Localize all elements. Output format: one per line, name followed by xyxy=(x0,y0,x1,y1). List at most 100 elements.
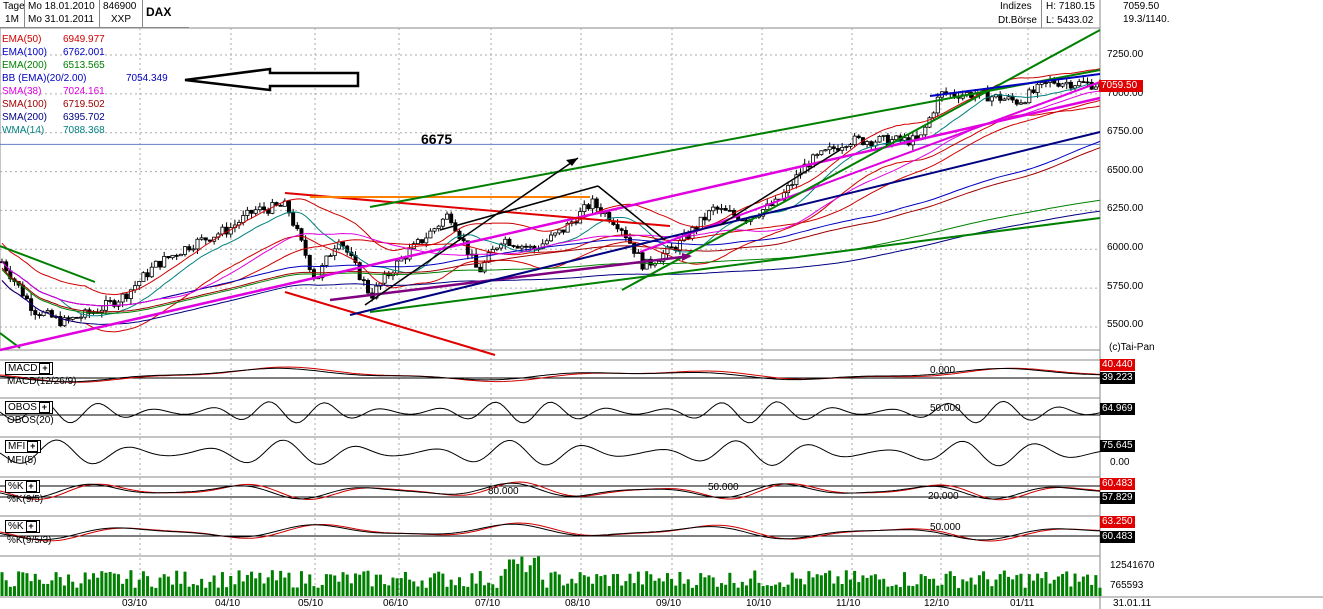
candle-body xyxy=(1056,82,1061,87)
indicator-value: 6395.702 xyxy=(63,112,105,123)
volume-bar xyxy=(67,574,71,596)
indicator-name: SMA(200) xyxy=(2,112,48,123)
candle-body xyxy=(1014,99,1019,105)
volume-bar xyxy=(158,577,162,596)
volume-bar xyxy=(977,575,981,596)
volume-bar xyxy=(0,572,4,596)
indicator-name: EMA(50) xyxy=(2,34,42,45)
volume-bar xyxy=(952,576,956,596)
volume-bar xyxy=(204,587,208,596)
stoch1-panel-label[interactable]: %K + xyxy=(5,480,40,494)
stoch2-panel-label[interactable]: %K + xyxy=(5,520,40,534)
date-tick: 07/10 xyxy=(475,598,501,609)
indicator-5[interactable]: SMA(100) 6719.502 xyxy=(2,98,105,111)
candle-body xyxy=(623,230,628,239)
candle-body xyxy=(440,218,445,227)
indicator-3[interactable]: BB (EMA)(20/2.00) 7054.349 xyxy=(2,72,168,85)
volume-bar xyxy=(150,586,154,596)
arrow-head-1 xyxy=(566,158,578,166)
candle-body xyxy=(432,228,437,232)
volume-bar xyxy=(1031,580,1035,596)
candle-body xyxy=(823,149,828,152)
volume-bar xyxy=(453,585,457,596)
volume-bar xyxy=(499,575,503,596)
indicator-value: 7088.368 xyxy=(63,125,105,136)
volume-bar xyxy=(720,583,724,596)
candle-body xyxy=(74,316,79,319)
mfi-panel-label[interactable]: MFI + xyxy=(5,440,42,454)
volume-bar xyxy=(932,578,936,596)
period-cell[interactable]: Tage 1M xyxy=(0,0,25,28)
obos-panel-label[interactable]: OBOS + xyxy=(5,401,53,415)
volume-bar xyxy=(258,572,262,596)
obos-add-icon[interactable]: + xyxy=(38,402,50,413)
volume-bar xyxy=(903,572,907,596)
candle-body xyxy=(694,227,699,230)
volume-bar xyxy=(295,587,299,596)
volume-bar xyxy=(878,579,882,596)
indicator-4[interactable]: SMA(38) 7024.161 xyxy=(2,85,105,98)
volume-bar xyxy=(195,585,199,596)
volume-bar xyxy=(699,573,703,596)
candle-body xyxy=(1018,102,1023,105)
volume-bar xyxy=(225,587,229,596)
volume-bar xyxy=(162,574,166,596)
volume-bar xyxy=(308,574,312,596)
wkn-cell: 846900 XXP xyxy=(100,0,143,28)
ema50-line xyxy=(1,99,1101,307)
candle-body xyxy=(70,316,75,320)
indicator-2[interactable]: EMA(200) 6513.565 xyxy=(2,59,105,72)
volume-bar xyxy=(541,579,545,596)
candle-body xyxy=(519,245,524,249)
candle-body xyxy=(62,317,67,327)
volume-bar xyxy=(470,573,474,596)
volume-bar xyxy=(686,579,690,596)
candle-body xyxy=(565,222,570,233)
candle-body xyxy=(365,280,370,294)
stoch1-add-icon[interactable]: + xyxy=(25,481,37,492)
volume-bar xyxy=(765,585,769,596)
macd-add-icon[interactable]: + xyxy=(39,363,51,374)
chart-header: Tage 1M Mo 18.01.2010 Mo 31.01.2011 846900… xyxy=(0,0,189,28)
volume-bar xyxy=(861,575,865,596)
volume-bar xyxy=(216,587,220,596)
volume-bar xyxy=(399,578,403,596)
indicator-1[interactable]: EMA(100) 6762.001 xyxy=(2,46,105,59)
candle-body xyxy=(515,245,520,249)
volume-bar xyxy=(133,587,137,596)
candle-body xyxy=(831,146,836,149)
date-tick: 31.01.11 xyxy=(1113,598,1152,609)
candle-body xyxy=(802,163,807,174)
candle-body xyxy=(1010,96,1015,101)
date-range-cell[interactable]: Mo 18.01.2010 Mo 31.01.2011 xyxy=(25,0,100,28)
volume-bar xyxy=(1036,573,1040,596)
candle-body xyxy=(128,289,133,299)
indicator-0[interactable]: EMA(50) 6949.977 xyxy=(2,33,105,46)
volume-bar xyxy=(108,571,112,596)
candle-body xyxy=(457,230,462,240)
candle-body xyxy=(382,273,387,284)
candle-body xyxy=(511,245,516,247)
volume-bar xyxy=(595,574,599,596)
candle-body xyxy=(628,237,633,244)
volume-bar xyxy=(191,584,195,596)
volume-bar xyxy=(570,578,574,596)
trend-blue-top xyxy=(929,73,1101,97)
volume-bar xyxy=(71,581,75,596)
volume-bar xyxy=(125,578,129,596)
stoch2-add-icon[interactable]: + xyxy=(25,521,37,532)
mfi-add-icon[interactable]: + xyxy=(27,441,39,452)
volume-bar xyxy=(383,584,387,596)
candle-body xyxy=(915,135,920,139)
indicator-6[interactable]: SMA(200) 6395.702 xyxy=(2,111,105,124)
volume-bar xyxy=(1069,586,1073,596)
candle-body xyxy=(478,266,483,273)
volume-bar xyxy=(628,573,632,596)
volume-bar xyxy=(250,571,254,596)
indicator-7[interactable]: WMA(14) 7088.368 xyxy=(2,124,105,137)
macd-panel-label[interactable]: MACD + xyxy=(5,362,54,376)
volume-bar xyxy=(1002,570,1006,596)
candle-body xyxy=(1039,82,1044,85)
